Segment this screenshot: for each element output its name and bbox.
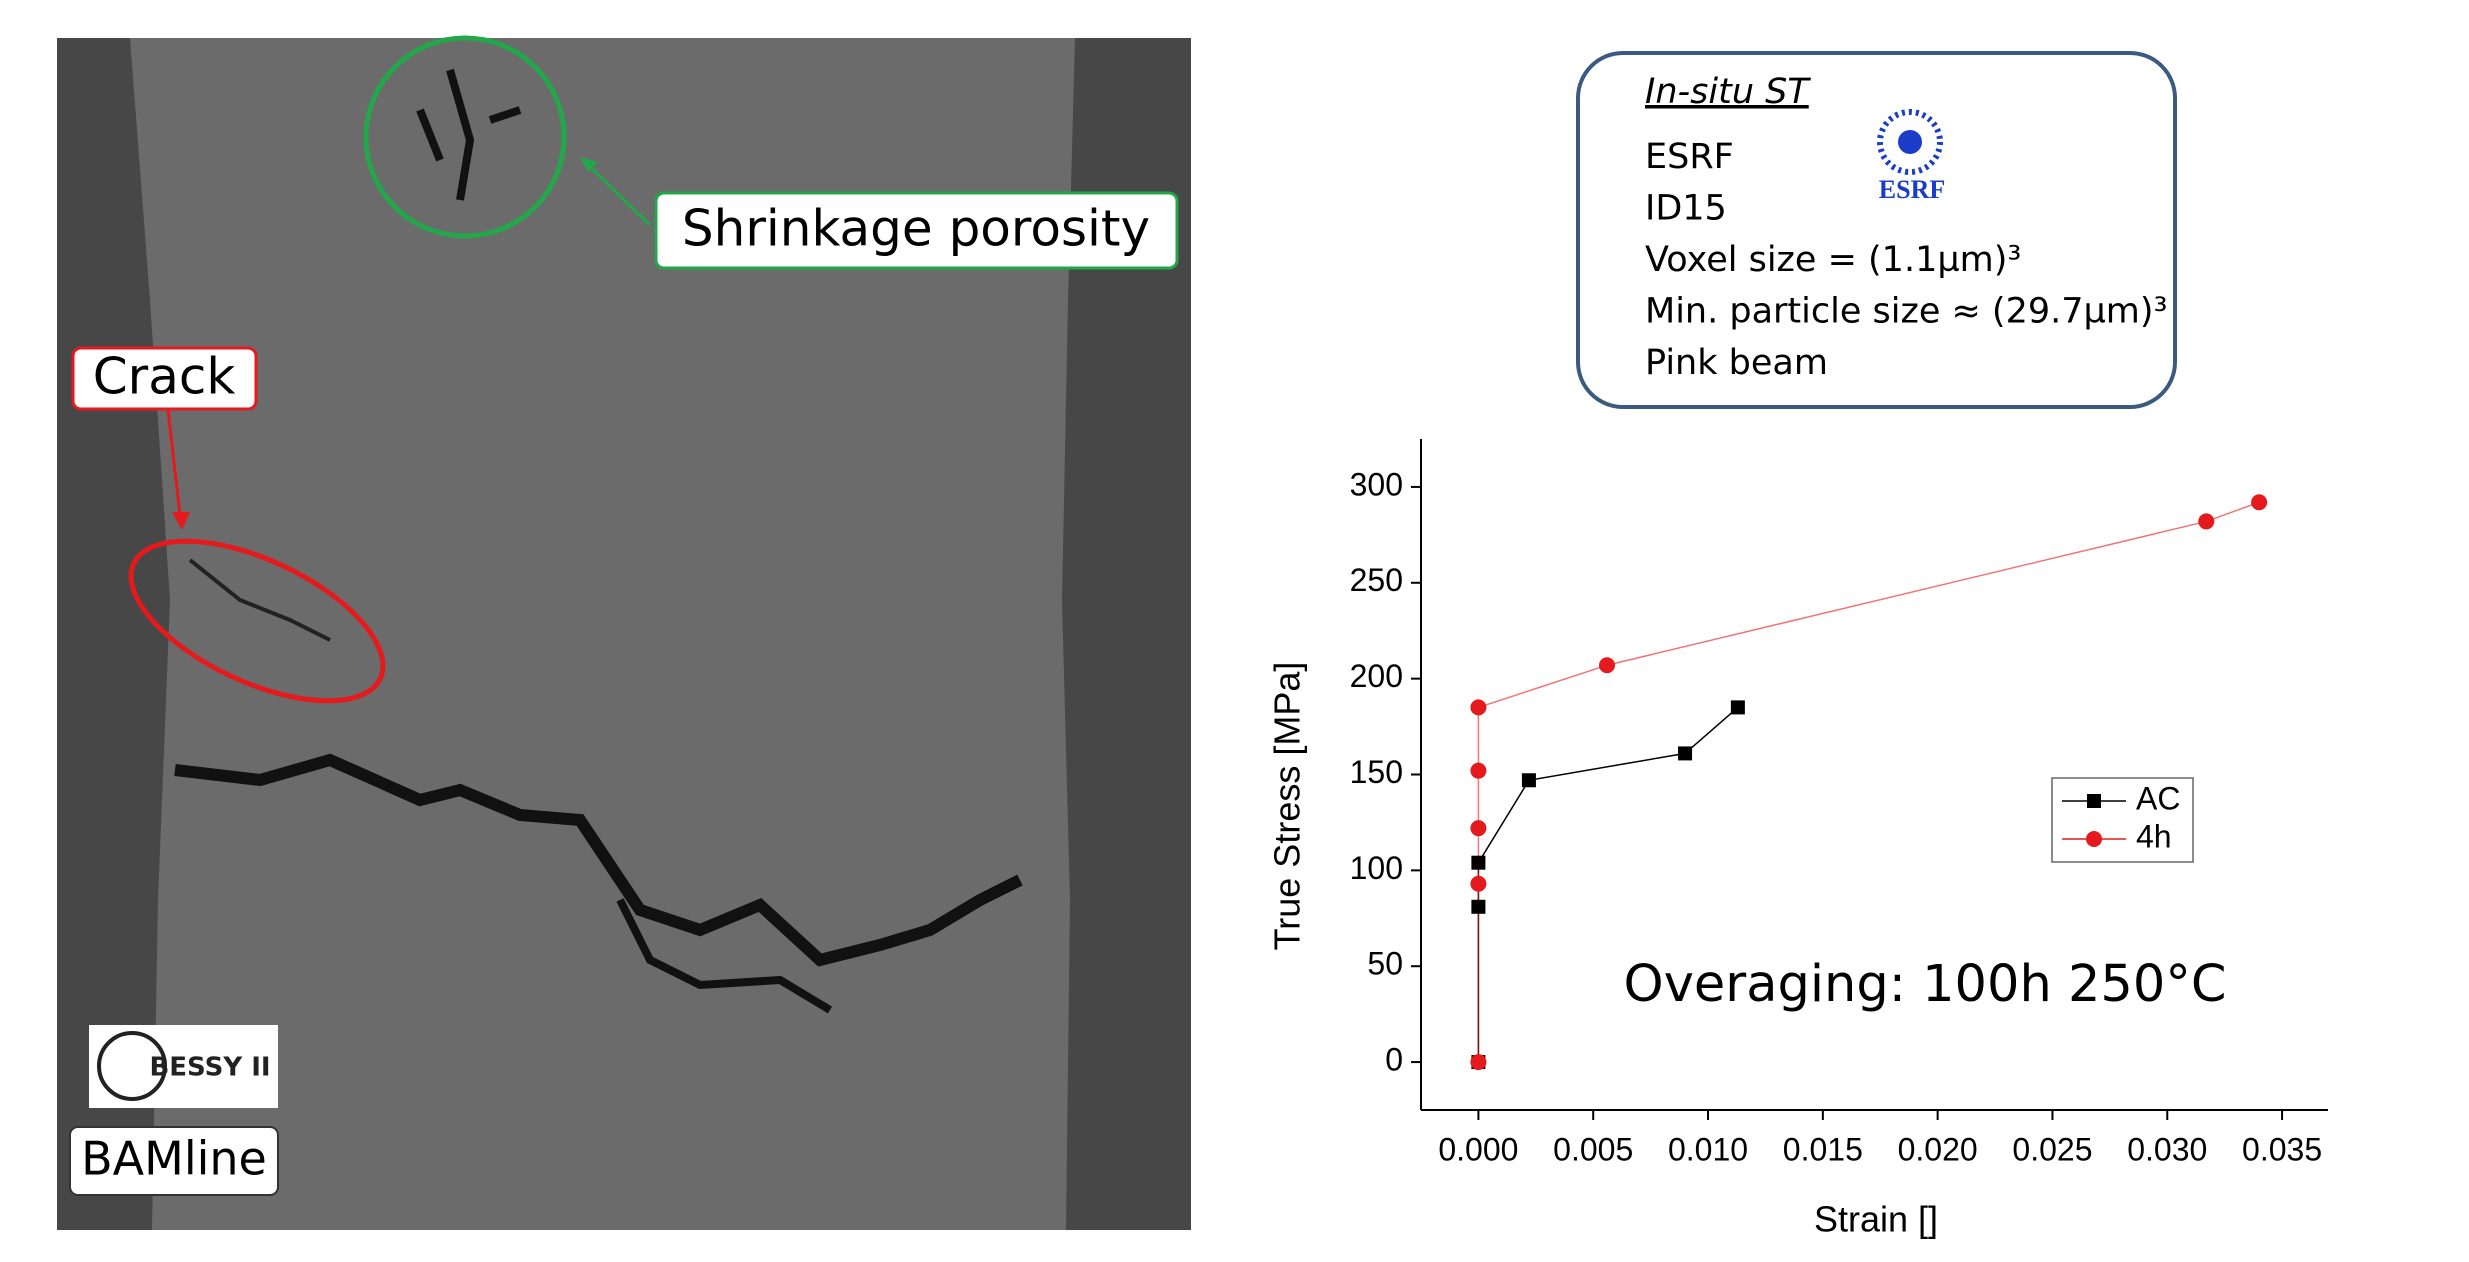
y-tick-label: 100: [1350, 850, 1403, 886]
series-line: [1477, 501, 2260, 1063]
arrow: [166, 409, 182, 516]
specimen: [130, 38, 1075, 1230]
legend-label: AC: [2136, 780, 2180, 816]
label-box: [71, 346, 258, 411]
logo-mark: [97, 1031, 167, 1101]
arrowhead: [172, 512, 190, 530]
x-tick-label: 0.000: [1438, 1131, 1518, 1167]
y-tick-label: 200: [1350, 658, 1403, 694]
label-box: [654, 191, 1179, 270]
legend-frame: [2051, 777, 2194, 863]
point: [1471, 855, 1486, 870]
crack-path: [616, 898, 833, 1014]
micrograph: Shrinkage porosity Crack BESSY II BAMlin…: [57, 35, 1191, 1230]
info-line: ESRF: [1645, 137, 1734, 177]
porosity-circle: [363, 35, 567, 239]
x-tick-label: 0.020: [1898, 1131, 1978, 1167]
point: [1730, 700, 1745, 715]
info-frame: [1576, 51, 2177, 409]
y-tick-label: 150: [1350, 754, 1403, 790]
legend-label: 4h: [2136, 818, 2172, 854]
point: [1470, 820, 1487, 837]
y-tick-label: 250: [1350, 562, 1403, 598]
label: Shrinkage porosity: [682, 200, 1150, 258]
point: [1470, 699, 1487, 716]
point: [2251, 494, 2268, 511]
logo-text: BESSY II: [149, 1053, 270, 1083]
point: [1521, 773, 1536, 788]
point: [1470, 875, 1487, 892]
x-tick-label: 0.005: [1553, 1131, 1633, 1167]
x-tick-label: 0.015: [1783, 1131, 1863, 1167]
chart: Strain [] True Stress [MPa] Overaging: 1…: [1267, 439, 2328, 1240]
x-tick-label: 0.025: [2012, 1131, 2092, 1167]
annotation: Overaging: 100h 250°C: [1624, 955, 2227, 1014]
logo-mark: [1898, 130, 1922, 154]
y-axis-label: True Stress [MPa]: [1267, 662, 1308, 951]
y-tick-label: 50: [1367, 946, 1403, 982]
logo: [89, 1025, 278, 1108]
point: [1470, 1054, 1487, 1071]
arrowhead: [580, 157, 598, 172]
crack-ellipse: [128, 538, 386, 704]
pore: [416, 68, 522, 201]
info-box: In-situ ST ESRF ID15 Voxel size = (1.1µm)³…: [1576, 51, 2177, 409]
point: [1471, 899, 1486, 914]
legend-marker: [2086, 831, 2102, 847]
x-tick-label: 0.010: [1668, 1131, 1748, 1167]
x-tick-label: 0.035: [2242, 1131, 2322, 1167]
legend-marker: [2087, 794, 2101, 808]
label: BAMline: [81, 1132, 267, 1186]
y-tick-label: 300: [1350, 466, 1403, 502]
point: [1678, 746, 1693, 761]
x-tick-label: 0.030: [2127, 1131, 2207, 1167]
arrow: [583, 160, 652, 227]
crack-path: [188, 558, 331, 642]
label: Crack: [93, 348, 236, 406]
info-line: Min. particle size ≈ (29.7µm)³: [1645, 292, 2168, 332]
point: [1598, 657, 1615, 674]
info-title: In-situ ST: [1645, 72, 1811, 112]
crack-path: [174, 753, 1023, 967]
y-tick-label: 0: [1385, 1042, 1403, 1078]
logo-mark: [1877, 109, 1943, 175]
info-line: Pink beam: [1645, 343, 1828, 383]
label-box: [69, 1126, 279, 1196]
point: [1470, 762, 1487, 779]
point: [2198, 513, 2215, 530]
logo-text: ESRF: [1879, 175, 1945, 204]
info-line: Voxel size = (1.1µm)³: [1645, 240, 2021, 280]
x-axis-label: Strain []: [1814, 1199, 1938, 1240]
info-line: ID15: [1645, 189, 1727, 229]
